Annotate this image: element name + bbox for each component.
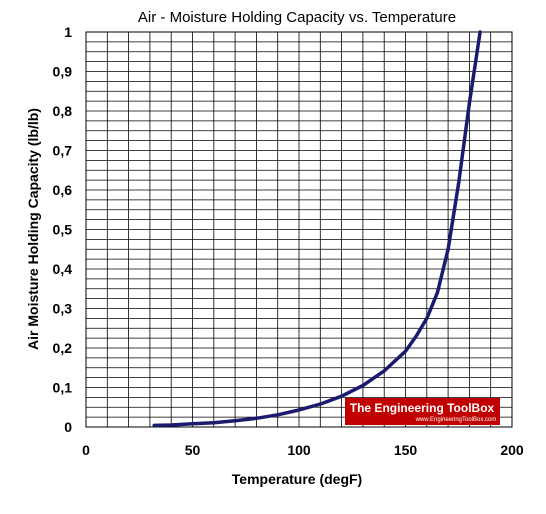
y-tick-label: 0,7	[53, 143, 73, 159]
series-line	[152, 30, 482, 428]
y-tick-label: 0,2	[53, 340, 73, 356]
x-tick-label: 200	[500, 442, 524, 458]
x-tick-label: 100	[287, 442, 311, 458]
x-tick-label: 150	[394, 442, 418, 458]
plot-area	[85, 31, 513, 428]
y-tick-label: 0,8	[53, 103, 73, 119]
y-tick-label: 0,6	[53, 182, 73, 198]
x-axis-ticks: 0 50 100 150 200	[82, 442, 524, 458]
grid	[86, 32, 512, 427]
y-tick-label: 0,5	[53, 222, 73, 238]
series-layer	[152, 30, 482, 428]
x-tick-label: 0	[82, 442, 90, 458]
y-tick-label: 0,1	[53, 380, 73, 396]
y-axis-label: Air Moisture Holding Capacity (lb/lb)	[25, 108, 41, 350]
x-tick-label: 50	[185, 442, 201, 458]
y-tick-label: 0	[64, 419, 72, 435]
logo-subtext: www.EngineeringToolBox.com	[415, 417, 497, 423]
logo-text: The Engineering ToolBox	[350, 401, 495, 415]
y-tick-label: 0,9	[53, 64, 73, 80]
y-tick-label: 0,3	[53, 301, 73, 317]
engineering-toolbox-logo: The Engineering ToolBox www.EngineeringT…	[345, 398, 500, 425]
y-tick-label: 1	[64, 24, 72, 40]
y-tick-label: 0,4	[53, 261, 73, 277]
logo-background	[345, 398, 500, 425]
x-axis-label: Temperature (degF)	[232, 471, 362, 487]
chart-title: Air - Moisture Holding Capacity vs. Temp…	[138, 9, 456, 26]
y-axis-ticks: 0 0,1 0,2 0,3 0,4 0,5 0,6 0,7 0,8 0,9 1	[53, 24, 73, 435]
